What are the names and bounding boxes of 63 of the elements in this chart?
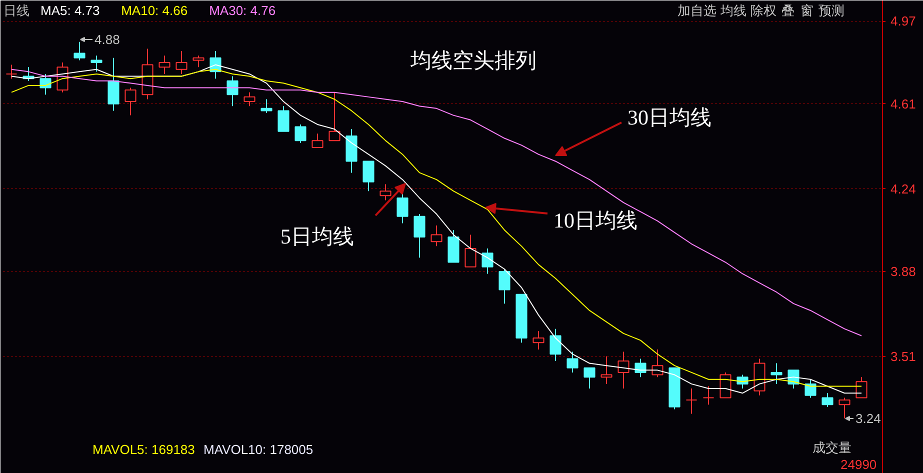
candlestick	[74, 41, 86, 61]
candlestick	[550, 328, 562, 362]
candlestick	[312, 133, 324, 148]
candlestick	[600, 356, 612, 384]
annotation: 成交量	[812, 440, 852, 455]
text: MA30: 4.76	[209, 3, 276, 18]
candlestick	[634, 358, 646, 378]
candlestick	[498, 268, 510, 304]
annotation: 叠	[782, 3, 794, 18]
candlestick	[108, 57, 120, 112]
candlestick	[124, 87, 136, 116]
candlestick	[380, 184, 392, 201]
candlestick	[176, 50, 188, 74]
candlestick	[158, 55, 170, 74]
annotation: MAVOL10: 178005	[204, 442, 314, 457]
candlestick	[192, 55, 204, 68]
candlestick	[90, 55, 102, 72]
annotation: 30日均线	[628, 106, 712, 130]
annotation: 预测	[818, 3, 844, 18]
annotation: 24990	[840, 457, 877, 472]
candlestick	[464, 234, 476, 268]
annotation: 10日均线	[554, 208, 638, 232]
candlestick	[482, 248, 494, 274]
annotation: 4.88	[94, 32, 120, 47]
candlestick	[226, 76, 238, 107]
annotation: 5日均线	[280, 224, 354, 248]
candlestick	[430, 225, 442, 247]
candlestick	[294, 124, 306, 144]
candlestick	[244, 92, 256, 107]
y-tick-label: 4.61	[890, 96, 916, 112]
annotation: 日线	[4, 3, 30, 18]
candlestick	[584, 367, 596, 390]
candlestick	[822, 392, 834, 408]
candlestick	[566, 351, 578, 373]
annotation: 窗	[800, 3, 814, 18]
y-tick-label: 3.88	[890, 264, 916, 279]
candlestick	[702, 386, 714, 406]
candlestick	[328, 92, 340, 142]
text: MA10: 4.66	[121, 3, 188, 18]
candlestick	[618, 351, 630, 390]
candlestick	[770, 362, 782, 384]
candlestick	[652, 349, 664, 378]
annotation: 3.24	[856, 411, 881, 426]
y-tick-label: 4.97	[890, 14, 916, 29]
candlestick	[396, 192, 408, 224]
candlestick	[260, 98, 272, 114]
text: MA5: 4.73	[40, 3, 100, 18]
candlestick	[856, 376, 868, 398]
candlestick	[6, 64, 18, 80]
candlestick	[532, 330, 544, 350]
annotation: 除权	[750, 3, 776, 18]
annotation: 均线	[720, 3, 746, 18]
candlestick	[804, 378, 816, 398]
y-tick-label: 3.51	[890, 348, 916, 364]
annotation: 加自选	[678, 3, 716, 18]
annotation: MAVOL5: 169183	[92, 442, 195, 457]
candlestick	[414, 214, 426, 258]
candlestick	[278, 106, 290, 132]
candlestick	[40, 73, 52, 96]
text: 均线空头排列	[410, 48, 536, 72]
candlestick	[362, 160, 374, 192]
y-tick-label: 4.24	[890, 181, 916, 196]
candlestick	[686, 388, 698, 414]
